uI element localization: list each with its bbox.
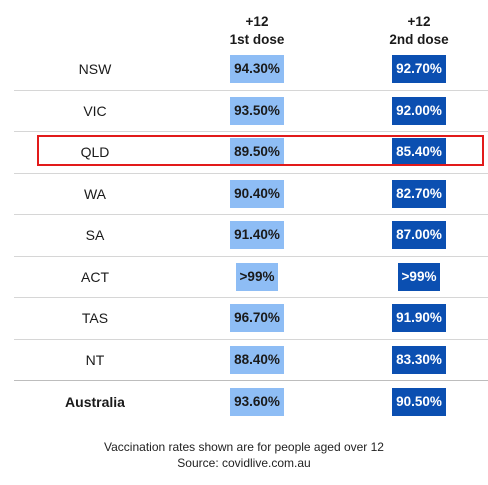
first-dose-value: 89.50%	[230, 138, 284, 167]
table-row: WA 90.40% 82.70%	[14, 174, 488, 215]
state-label: WA	[83, 185, 107, 202]
first-dose-value: 88.40%	[230, 345, 284, 374]
column-header-2nd-dose-line1: +12	[407, 14, 431, 29]
state-label: QLD	[80, 144, 110, 161]
column-header-2nd-dose: +12 2nd dose	[367, 13, 471, 49]
second-dose-value: 85.40%	[392, 138, 446, 167]
vaccination-table: NSW 94.30% 92.70% VIC 93.50% 92.00% QLD …	[14, 49, 488, 423]
state-label: NT	[85, 351, 105, 368]
column-header-1st-dose: +12 1st dose	[205, 13, 309, 49]
footnote-text: Vaccination rates shown are for people a…	[104, 440, 384, 454]
total-label: Australia	[65, 393, 125, 410]
state-label: ACT	[81, 268, 109, 285]
first-dose-value: >99%	[235, 262, 279, 291]
first-dose-value: 94.30%	[230, 55, 284, 84]
first-dose-value: 90.40%	[230, 179, 284, 208]
state-label: NSW	[78, 61, 112, 78]
column-header-1st-dose-line1: +12	[245, 14, 269, 29]
first-dose-value: 96.70%	[230, 304, 284, 333]
table-row: TAS 96.70% 91.90%	[14, 298, 488, 340]
second-dose-value: >99%	[397, 262, 441, 291]
first-dose-value: 91.40%	[230, 221, 284, 250]
table-row-total: Australia 93.60% 90.50%	[14, 381, 488, 423]
state-label: SA	[85, 227, 105, 244]
table-row: VIC 93.50% 92.00%	[14, 91, 488, 132]
state-label: TAS	[81, 310, 109, 327]
table-row: NSW 94.30% 92.70%	[14, 49, 488, 91]
column-header-2nd-dose-line2: 2nd dose	[389, 32, 449, 47]
first-dose-value: 93.50%	[230, 96, 284, 125]
table-row: NT 88.40% 83.30%	[14, 340, 488, 381]
first-dose-value: 93.60%	[230, 387, 284, 416]
column-header-1st-dose-line2: 1st dose	[229, 32, 285, 47]
second-dose-value: 82.70%	[392, 179, 446, 208]
state-label: VIC	[83, 102, 107, 119]
table-row: ACT >99% >99%	[14, 257, 488, 298]
second-dose-value: 83.30%	[392, 345, 446, 374]
table-row: SA 91.40% 87.00%	[14, 215, 488, 257]
second-dose-value: 91.90%	[392, 304, 446, 333]
second-dose-value: 92.70%	[392, 55, 446, 84]
second-dose-value: 87.00%	[392, 221, 446, 250]
table-row: QLD 89.50% 85.40%	[14, 132, 488, 174]
second-dose-value: 92.00%	[392, 96, 446, 125]
second-dose-value: 90.50%	[392, 387, 446, 416]
source-text: Source: covidlive.com.au	[177, 456, 311, 470]
